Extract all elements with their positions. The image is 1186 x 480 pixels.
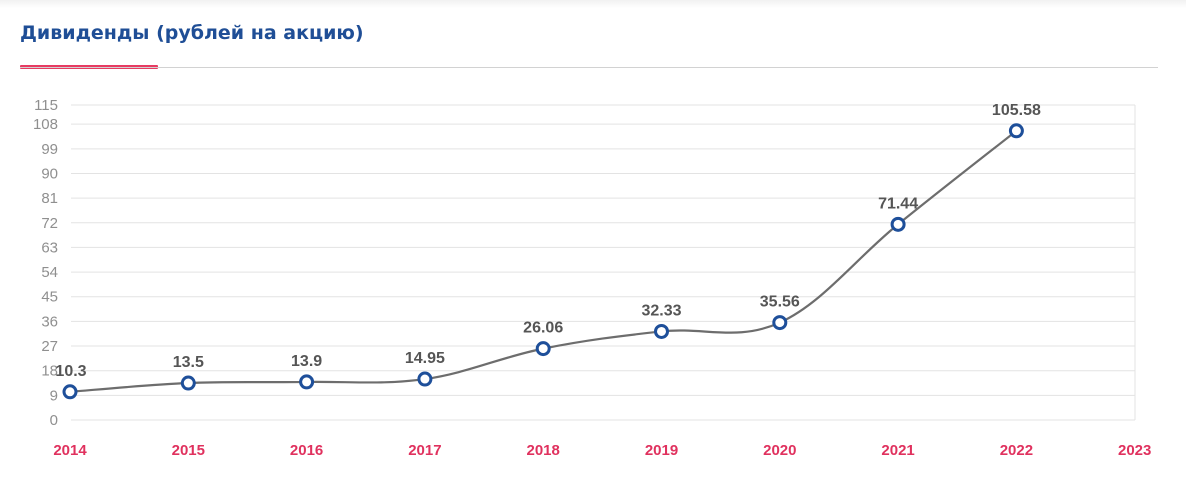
x-tick-label: 2015 [172, 442, 205, 459]
data-point [180, 375, 196, 391]
x-axis-ticks: 2014 2015 2016 2017 2018 2019 2020 2021 2022 2023 [53, 442, 1151, 459]
data-label: 26.06 [523, 320, 563, 337]
y-tick-label: 108 [33, 116, 58, 133]
y-tick-label: 18 [41, 363, 58, 380]
data-label: 13.5 [173, 354, 204, 371]
y-tick-label: 45 [41, 289, 58, 306]
x-tick-label: 2023 [1118, 442, 1151, 459]
y-tick-label: 0 [50, 412, 58, 429]
data-label: 10.3 [55, 363, 86, 380]
y-tick-label: 90 [41, 165, 58, 182]
y-tick-label: 63 [41, 239, 58, 256]
data-label: 105.58 [992, 102, 1041, 119]
x-tick-label: 2016 [290, 442, 323, 459]
x-tick-label: 2022 [1000, 442, 1033, 459]
series-line [69, 129, 1018, 393]
data-point [417, 371, 433, 387]
top-shadow-band [0, 0, 1186, 8]
y-tick-label: 99 [41, 141, 58, 158]
data-label: 14.95 [405, 350, 445, 367]
data-point [62, 384, 78, 400]
x-tick-label: 2019 [645, 442, 678, 459]
x-tick-label: 2020 [763, 442, 796, 459]
data-point [772, 315, 788, 331]
data-labels: 10.3 13.5 13.9 14.95 26.06 32.33 35.56 71.44 105… [55, 102, 1041, 380]
data-label: 13.9 [291, 353, 322, 370]
y-tick-label: 72 [41, 215, 58, 232]
y-tick-label: 54 [41, 264, 58, 281]
data-label: 35.56 [760, 294, 800, 311]
data-point [890, 216, 906, 232]
data-label: 71.44 [878, 195, 918, 212]
series-line-group [69, 129, 1018, 393]
y-tick-label: 27 [41, 338, 58, 355]
data-point [535, 341, 551, 357]
y-tick-label: 81 [41, 190, 58, 207]
x-tick-label: 2021 [881, 442, 914, 459]
data-point [299, 374, 315, 390]
y-axis-ticks: 0 9 18 27 36 45 54 63 72 81 90 99 108 115 [33, 97, 58, 429]
chart-title: Дивиденды (рублей на акцию) [20, 22, 364, 44]
y-tick-label: 36 [41, 313, 58, 330]
x-tick-label: 2018 [527, 442, 560, 459]
data-point [1008, 123, 1024, 139]
data-points [62, 123, 1024, 400]
gridlines [71, 104, 1136, 421]
data-point [654, 323, 669, 339]
x-tick-label: 2014 [53, 442, 87, 459]
y-tick-label: 115 [34, 97, 58, 114]
title-divider [20, 67, 1158, 68]
y-tick-label: 9 [50, 387, 58, 404]
data-label: 32.33 [641, 302, 681, 319]
x-tick-label: 2017 [408, 442, 441, 459]
